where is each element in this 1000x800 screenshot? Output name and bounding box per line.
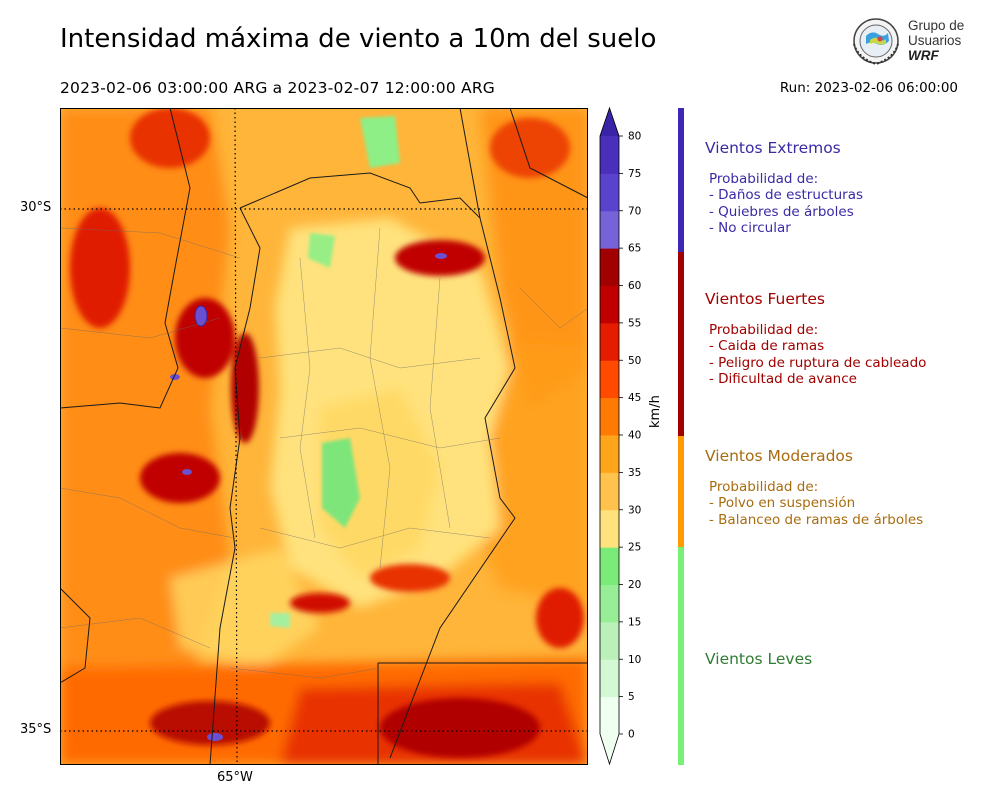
colorbar-bin [600,659,619,698]
globe-emblem-icon [853,18,899,66]
desc-line: - Daños de estructuras [709,187,864,204]
category-extreme: Vientos Extremos Probabilidad de: - Daño… [705,139,863,237]
colorbar-bin [600,322,619,361]
colorbar-bin [600,173,619,212]
lat-label-35s: 35°S [20,722,52,737]
category-strong-title: Vientos Fuertes [705,290,825,308]
light-wind-patches [270,116,400,628]
colorbar-max-extension [600,108,619,136]
colorbar-bin [600,210,619,249]
colorbar-bin [600,397,619,436]
map-frame [60,108,588,765]
colorbar-tick-label: 55 [628,317,641,329]
colorbar-tick-label: 10 [628,654,641,666]
wind-intensity-map [60,108,588,765]
desc-line: Probabilidad de: [709,479,819,495]
colorbar-bin [600,509,619,548]
wind-cores-layer [70,108,584,758]
colorbar-tick-label: 50 [628,355,641,367]
colorbar-tick-label: 35 [628,467,641,479]
category-moderate-desc: Probabilidad de: - Polvo en suspensión -… [705,479,923,528]
logo-line-3: WRF [908,48,939,63]
colorbar-bin [600,248,619,286]
forecast-period: 2023-02-06 03:00:00 ARG a 2023-02-07 12:… [60,79,496,97]
desc-line: - Polvo en suspensión [709,495,856,512]
colorbar-bin [600,360,619,399]
colorbar-tick-label: 60 [628,280,641,292]
category-light: Vientos Leves [705,650,812,668]
colorbar-tick-label: 70 [628,205,641,217]
wind-field-layer [60,108,588,765]
category-extreme-desc: Probabilidad de: - Daños de estructuras … [705,171,863,237]
strong-bar [678,252,684,436]
colorbar-tick-label: 75 [628,168,641,180]
colorbar-tick-label: 0 [628,729,635,741]
colorbar-bin [600,547,619,585]
colorbar-tick-label: 80 [628,131,641,143]
colorbar-bin [600,472,619,511]
category-strong: Vientos Fuertes Probabilidad de: - Caida… [705,290,926,388]
desc-line: - Quiebres de árboles [709,203,854,220]
desc-line: - Balanceo de ramas de árboles [709,511,924,528]
category-extreme-title: Vientos Extremos [705,139,841,157]
category-moderate-title: Vientos Moderados [705,447,853,465]
desc-line: - No circular [709,220,791,237]
desc-line: - Caida de ramas [709,338,825,355]
moderate-bar [678,436,684,547]
desc-line: Probabilidad de: [709,322,819,338]
colorbar-tick-label: 65 [628,243,641,255]
colorbar-bin [600,435,619,473]
colorbar-tick-label: 40 [628,430,641,442]
desc-line: - Peligro de ruptura de cableado [709,354,927,371]
province-borders [60,108,588,765]
lon-label-65w: 65°W [217,770,253,785]
category-strong-desc: Probabilidad de: - Caida de ramas - Peli… [705,322,926,388]
colorbar-tick-label: 5 [628,691,635,703]
logo-line-2: Usuarios [908,33,962,48]
extreme-wind-spots [170,253,447,741]
colorbar-tick-label: 45 [628,392,641,404]
extreme-bar [678,108,684,252]
colorbar-tick-label: 15 [628,616,641,628]
desc-line: Probabilidad de: [709,171,819,187]
colorbar-tick-label: 25 [628,542,641,554]
colorbar-tick-label: 20 [628,579,641,591]
colorbar-bin [600,621,619,660]
colorbar-bin [600,584,619,623]
colorbar-bin [600,285,619,324]
light-bar [678,547,684,765]
desc-line: - Dificultad de avance [709,371,857,388]
category-light-title: Vientos Leves [705,650,813,668]
colorbar-bin [600,136,619,174]
run-timestamp: Run: 2023-02-06 06:00:00 [779,80,958,96]
category-moderate: Vientos Moderados Probabilidad de: - Pol… [705,447,923,528]
graticule [60,108,588,765]
colorbar-bin [600,696,619,735]
wind-colorbar: 0 5 10 15 20 25 30 35 40 45 50 55 60 65 70 75 80 [599,106,641,766]
map-title: Intensidad máxima de viento a 10m del su… [60,24,657,54]
colorbar-tick-label: 30 [628,504,641,516]
category-bars [678,108,684,765]
colorbar-min-extension [600,734,619,764]
colorbar-unit: km/h [648,395,663,428]
meridian-65w [234,108,238,765]
department-borders [60,227,588,679]
lat-label-30s: 30°S [20,200,52,215]
logo-line-1: Grupo de [908,18,965,33]
wrf-logo: Grupo de Usuarios WRF [848,14,973,76]
